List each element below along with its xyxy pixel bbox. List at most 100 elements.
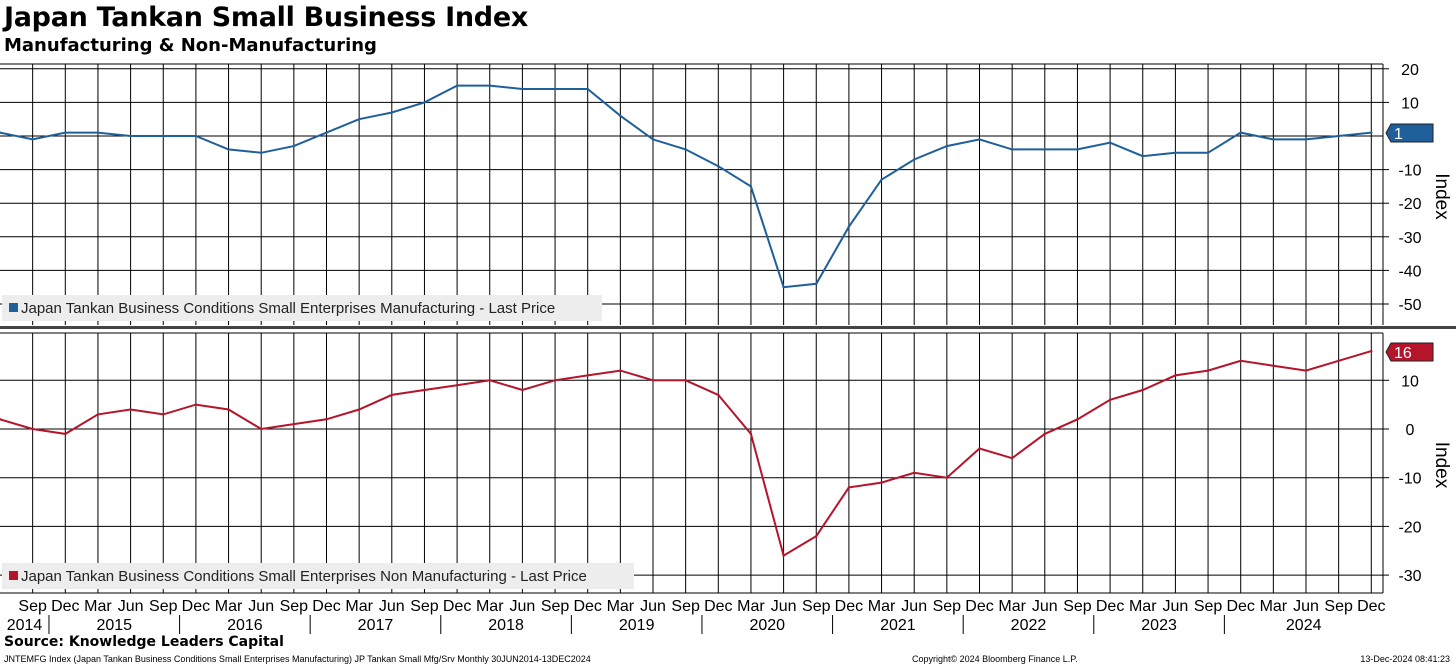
- last-value-tag: [1385, 342, 1434, 362]
- x-tick-label-month: Sep: [671, 598, 700, 615]
- x-tick-label-month: Jun: [118, 598, 144, 615]
- x-tick-label-month: Jun: [1293, 598, 1319, 615]
- data-point: [488, 84, 491, 87]
- x-tick-label-month: Dec: [1096, 598, 1124, 615]
- data-point: [455, 84, 459, 87]
- data-point: [390, 393, 393, 397]
- data-point: [162, 134, 165, 138]
- legend-box: [2, 295, 602, 321]
- data-point: [1141, 154, 1144, 158]
- data-point: [847, 225, 851, 228]
- x-tick-label-month: Dec: [1357, 598, 1385, 615]
- y-tick-label: 0: [1406, 422, 1415, 439]
- data-point: [945, 476, 949, 479]
- footer-copyright: Copyright© 2024 Bloomberg Finance L.P.: [912, 654, 1078, 664]
- data-point: [1370, 131, 1373, 134]
- x-tick-label-month: Sep: [541, 598, 570, 615]
- data-point: [1174, 151, 1177, 154]
- x-tick-label-month: Mar: [84, 598, 112, 615]
- x-tick-label-month: Mar: [215, 598, 243, 615]
- x-tick-label-month: Sep: [18, 598, 47, 615]
- y-tick-label: 20: [1401, 62, 1419, 79]
- data-point: [913, 471, 916, 475]
- footer-ticker-description: JNTEMFG Index (Japan Tankan Business Con…: [4, 654, 591, 664]
- data-point: [1370, 349, 1373, 353]
- data-point: [390, 111, 393, 114]
- x-tick-label-month: Dec: [835, 598, 863, 615]
- data-point: [96, 131, 100, 134]
- data-point: [978, 447, 981, 450]
- data-point: [880, 178, 883, 181]
- data-point: [1272, 138, 1275, 141]
- data-point: [1337, 134, 1340, 138]
- y-axis-label: Index: [1431, 173, 1452, 220]
- data-point: [325, 131, 328, 134]
- data-point: [1337, 359, 1340, 363]
- data-point: [96, 413, 100, 416]
- data-point: [1108, 398, 1112, 401]
- x-tick-label-month: Sep: [410, 598, 439, 615]
- x-tick-label-month: Sep: [1194, 598, 1223, 615]
- x-tick-label-month: Jun: [510, 598, 536, 615]
- x-tick-label-month: Dec: [965, 598, 993, 615]
- data-point: [553, 379, 557, 382]
- x-tick-label-month: Mar: [1260, 598, 1288, 615]
- x-tick-label-year: 2020: [749, 617, 785, 634]
- y-tick-label: -30: [1398, 568, 1421, 585]
- chart-subtitle: Manufacturing & Non-Manufacturing: [4, 35, 377, 56]
- y-tick-label: 10: [1401, 95, 1419, 112]
- x-tick-label-month: Jun: [1032, 598, 1058, 615]
- x-tick-label-year: 2022: [1011, 617, 1047, 634]
- data-point: [586, 374, 589, 377]
- data-point: [684, 379, 687, 382]
- data-point: [847, 486, 851, 489]
- y-tick-label: -20: [1398, 196, 1421, 213]
- data-point: [194, 403, 198, 406]
- data-point: [749, 185, 753, 188]
- x-tick-label-year: 2017: [358, 617, 394, 634]
- x-tick-label-month: Mar: [345, 598, 373, 615]
- x-tick-label-year: 2016: [227, 617, 263, 634]
- data-point: [292, 422, 296, 426]
- data-point: [64, 432, 67, 436]
- chart-title: Japan Tankan Small Business Index: [4, 2, 528, 33]
- x-tick-label-month: Mar: [607, 598, 635, 615]
- data-point: [521, 87, 524, 91]
- legend-swatch: [9, 303, 18, 312]
- data-point: [1076, 418, 1079, 421]
- data-point: [717, 165, 720, 168]
- legend-swatch: [9, 571, 18, 580]
- data-point: [749, 432, 753, 436]
- data-point: [325, 418, 328, 421]
- x-tick-label-month: Dec: [182, 598, 210, 615]
- y-tick-label: 10: [1401, 373, 1419, 390]
- data-point: [1272, 364, 1275, 367]
- data-point: [31, 138, 34, 141]
- data-point: [619, 369, 622, 372]
- data-point: [488, 379, 491, 382]
- last-value-tag: [1385, 123, 1434, 143]
- data-point: [194, 134, 198, 138]
- y-tick-label: -50: [1398, 297, 1421, 314]
- data-point: [1010, 148, 1014, 151]
- last-value-label: 16: [1394, 345, 1412, 362]
- data-point: [0, 418, 2, 421]
- data-point: [651, 138, 655, 141]
- data-point: [782, 554, 785, 557]
- y-axis-label: Index: [1431, 442, 1452, 489]
- x-tick-label-month: Sep: [149, 598, 178, 615]
- x-tick-label-month: Sep: [802, 598, 831, 615]
- data-point: [162, 413, 165, 416]
- x-tick-label-month: Sep: [1324, 598, 1353, 615]
- data-point: [815, 282, 818, 286]
- x-tick-label-month: Mar: [1129, 598, 1157, 615]
- data-point: [227, 408, 230, 411]
- x-tick-label-month: Mar: [476, 598, 504, 615]
- data-point: [64, 131, 67, 134]
- x-tick-label-month: Jun: [901, 598, 927, 615]
- data-point: [521, 388, 524, 392]
- x-tick-label-month: Sep: [1063, 598, 1092, 615]
- data-point: [1206, 369, 1210, 372]
- data-point: [423, 101, 426, 104]
- x-tick-label-month: Dec: [443, 598, 471, 615]
